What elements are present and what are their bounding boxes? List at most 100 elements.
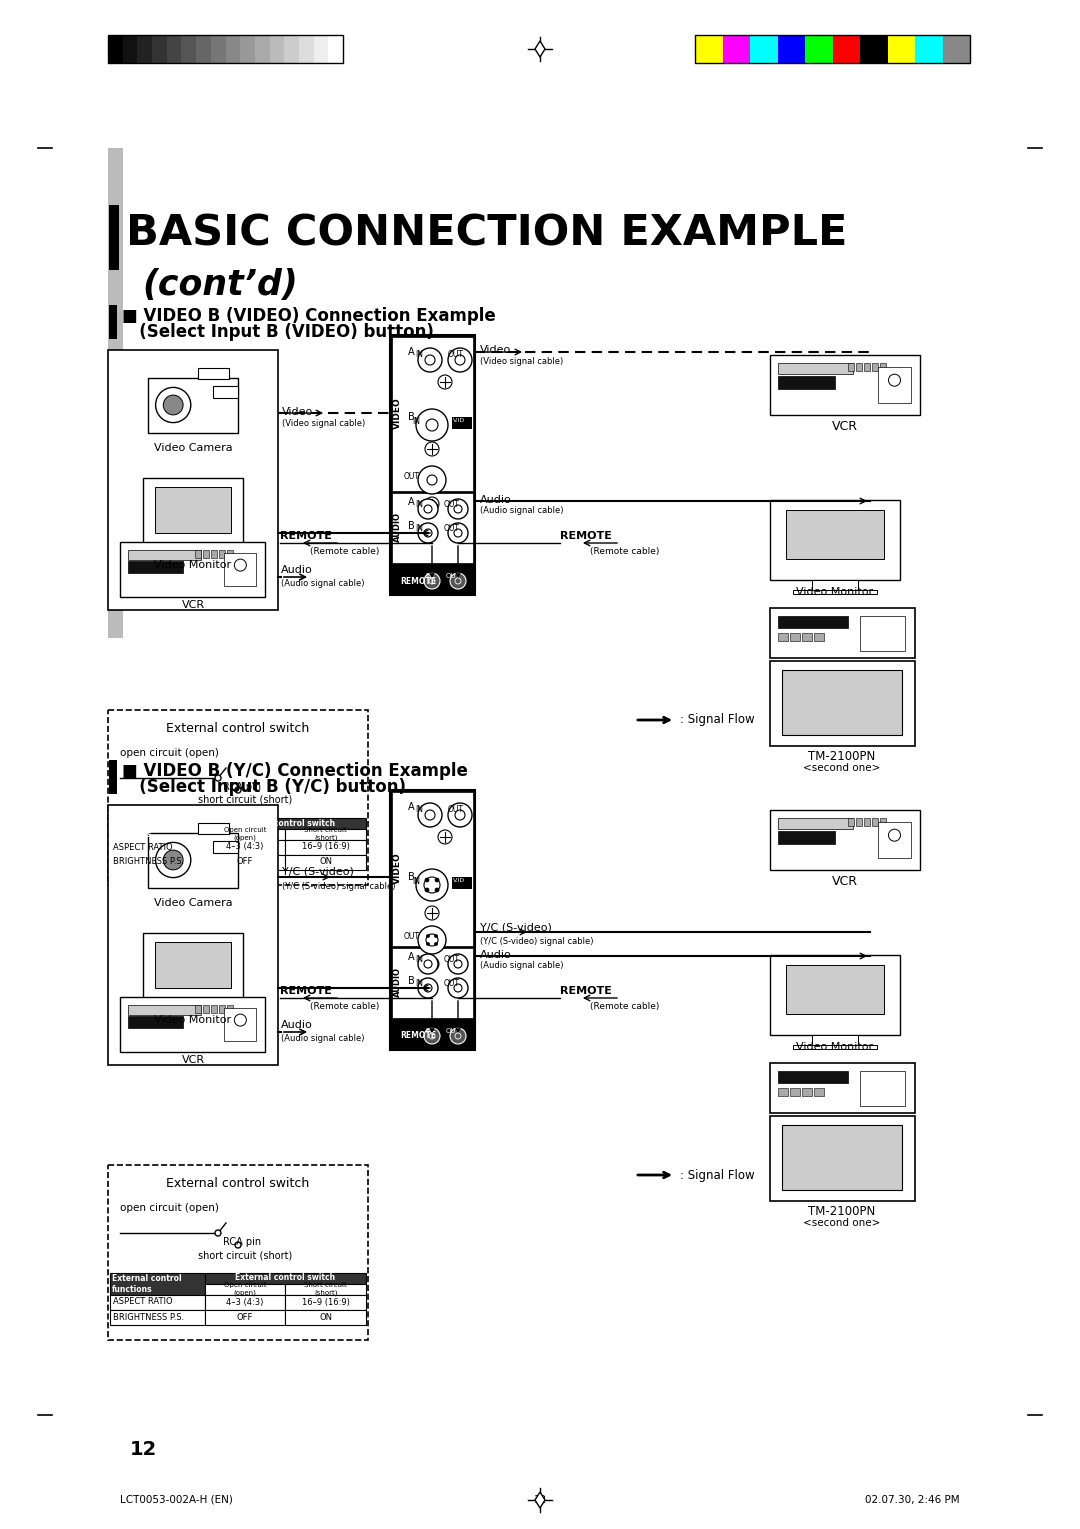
- Bar: [856, 818, 862, 826]
- Text: OUT: OUT: [404, 472, 420, 482]
- Text: (Video signal cable): (Video signal cable): [282, 419, 365, 428]
- Circle shape: [418, 349, 442, 372]
- Text: External control switch: External control switch: [235, 818, 336, 827]
- Circle shape: [426, 957, 438, 971]
- Bar: [390, 790, 475, 1050]
- Bar: [778, 35, 805, 63]
- Circle shape: [426, 442, 438, 456]
- Text: open circuit (open): open circuit (open): [120, 1203, 219, 1212]
- Bar: [285, 829, 366, 839]
- Text: AUDIO: AUDIO: [392, 512, 402, 541]
- Bar: [205, 839, 285, 855]
- Text: IN: IN: [415, 500, 423, 509]
- Bar: [848, 362, 854, 372]
- Circle shape: [418, 803, 442, 827]
- Bar: [770, 810, 920, 870]
- Circle shape: [235, 1242, 241, 1248]
- Bar: [943, 35, 970, 63]
- Circle shape: [429, 578, 435, 584]
- Bar: [328, 35, 343, 63]
- Text: A: A: [408, 953, 415, 962]
- Bar: [197, 35, 211, 63]
- Circle shape: [426, 888, 429, 891]
- Circle shape: [438, 375, 453, 388]
- Bar: [109, 304, 117, 339]
- Bar: [778, 633, 788, 641]
- Circle shape: [163, 394, 184, 414]
- Circle shape: [156, 387, 191, 422]
- Bar: [878, 367, 912, 404]
- Text: REMOTE: REMOTE: [561, 986, 612, 995]
- Bar: [108, 350, 278, 610]
- Text: REMOTE: REMOTE: [280, 986, 332, 995]
- Text: OUT: OUT: [444, 524, 460, 534]
- Text: (Y/C (S-video) signal cable): (Y/C (S-video) signal cable): [480, 937, 594, 946]
- Circle shape: [889, 375, 901, 387]
- Bar: [110, 1274, 205, 1295]
- Bar: [205, 1310, 285, 1326]
- Circle shape: [448, 954, 468, 974]
- Bar: [778, 616, 848, 628]
- Bar: [212, 1005, 217, 1014]
- Circle shape: [163, 850, 184, 870]
- Bar: [205, 855, 285, 870]
- Bar: [782, 670, 902, 735]
- Bar: [137, 35, 152, 63]
- Bar: [770, 1063, 915, 1113]
- Text: IN: IN: [426, 1027, 432, 1034]
- Bar: [110, 839, 205, 855]
- Text: open circuit (open): open circuit (open): [120, 748, 219, 758]
- Bar: [778, 830, 835, 844]
- Text: IN: IN: [411, 417, 420, 427]
- Bar: [811, 579, 859, 590]
- Bar: [750, 35, 778, 63]
- Bar: [453, 878, 472, 888]
- Text: OUT: OUT: [404, 933, 420, 940]
- Circle shape: [426, 355, 435, 365]
- Bar: [299, 35, 313, 63]
- Bar: [123, 35, 137, 63]
- Circle shape: [426, 907, 438, 920]
- Circle shape: [426, 810, 435, 820]
- Text: (Audio signal cable): (Audio signal cable): [480, 506, 564, 515]
- Bar: [794, 590, 877, 595]
- Text: OUT: OUT: [448, 350, 464, 359]
- Bar: [219, 1005, 226, 1014]
- Circle shape: [427, 942, 430, 945]
- Circle shape: [454, 985, 462, 992]
- Bar: [212, 550, 217, 558]
- Text: Video Camera: Video Camera: [153, 443, 232, 453]
- Bar: [285, 1310, 366, 1326]
- Text: VIDEO: VIDEO: [392, 398, 402, 428]
- Text: A: A: [408, 347, 415, 356]
- Bar: [770, 500, 900, 579]
- Text: IN: IN: [426, 573, 432, 579]
- Text: (Remote cable): (Remote cable): [590, 1001, 660, 1011]
- Text: <second one>: <second one>: [804, 763, 880, 774]
- Bar: [129, 550, 201, 560]
- Bar: [129, 1005, 201, 1015]
- Text: 4–3 (4:3): 4–3 (4:3): [227, 1298, 264, 1306]
- Bar: [120, 997, 265, 1052]
- Bar: [860, 35, 888, 63]
- Circle shape: [418, 498, 438, 518]
- Bar: [205, 1284, 285, 1295]
- Circle shape: [454, 505, 462, 514]
- Text: OUT: OUT: [444, 956, 460, 963]
- Bar: [285, 1295, 366, 1310]
- Bar: [453, 417, 472, 430]
- Bar: [108, 148, 123, 638]
- Circle shape: [427, 934, 430, 937]
- Text: Video Camera: Video Camera: [153, 898, 232, 908]
- Bar: [864, 362, 870, 372]
- Circle shape: [426, 934, 438, 946]
- Bar: [129, 561, 184, 573]
- Bar: [770, 1116, 915, 1200]
- Bar: [219, 550, 226, 558]
- Bar: [833, 35, 860, 63]
- Text: RCA pin: RCA pin: [222, 781, 261, 792]
- Bar: [770, 609, 915, 657]
- Bar: [226, 35, 240, 63]
- Bar: [161, 1017, 225, 1021]
- Text: OFF: OFF: [237, 858, 253, 867]
